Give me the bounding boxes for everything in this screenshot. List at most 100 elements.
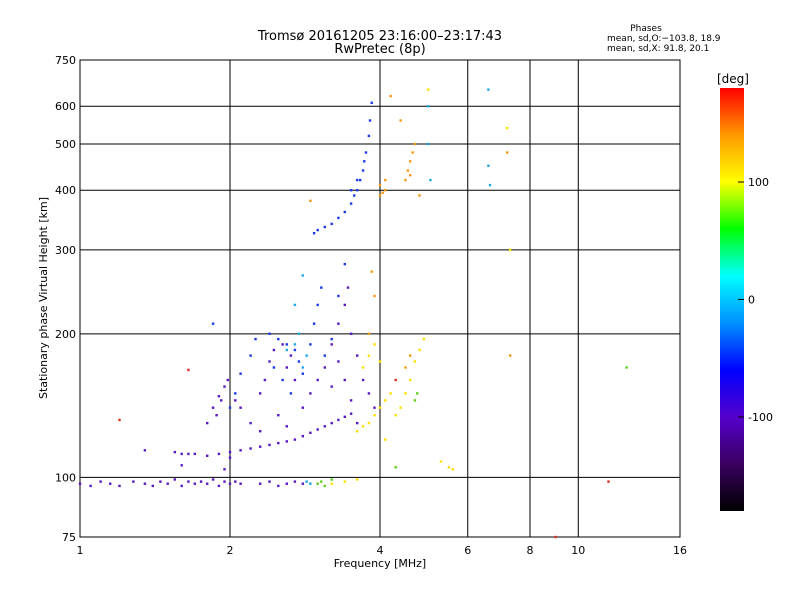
data-point bbox=[356, 354, 359, 357]
data-point bbox=[293, 438, 297, 441]
data-point bbox=[285, 425, 288, 428]
data-point bbox=[404, 366, 407, 369]
data-point bbox=[427, 105, 430, 108]
data-point bbox=[378, 183, 382, 187]
data-point bbox=[416, 392, 419, 395]
data-point bbox=[409, 354, 412, 357]
data-point bbox=[394, 378, 397, 382]
data-point bbox=[356, 421, 359, 425]
data-point bbox=[330, 343, 333, 346]
data-point bbox=[259, 482, 262, 485]
data-point bbox=[263, 378, 267, 382]
data-point bbox=[226, 378, 229, 382]
data-point bbox=[488, 183, 492, 187]
data-point bbox=[409, 378, 412, 382]
data-point bbox=[239, 372, 242, 375]
data-point bbox=[378, 194, 382, 197]
data-point bbox=[199, 480, 203, 483]
data-point bbox=[330, 222, 333, 226]
y-tick-label: 400 bbox=[55, 184, 76, 197]
data-point bbox=[447, 466, 451, 469]
data-point bbox=[316, 428, 319, 431]
data-point bbox=[323, 425, 326, 428]
phases-title: Phases bbox=[630, 24, 662, 34]
data-point bbox=[451, 468, 454, 471]
data-point bbox=[384, 189, 387, 192]
data-point bbox=[509, 354, 512, 357]
data-point bbox=[316, 482, 319, 485]
data-point bbox=[312, 232, 316, 235]
data-point bbox=[316, 228, 319, 232]
y-tick-label: 750 bbox=[55, 54, 76, 67]
data-point bbox=[343, 303, 346, 307]
data-point bbox=[159, 480, 162, 483]
data-point bbox=[277, 441, 280, 445]
data-point bbox=[143, 449, 147, 452]
data-point bbox=[301, 274, 304, 277]
data-point bbox=[228, 450, 232, 454]
data-point bbox=[289, 392, 293, 395]
data-point bbox=[373, 406, 376, 409]
data-point bbox=[554, 535, 557, 539]
data-point bbox=[249, 421, 252, 425]
data-point bbox=[272, 366, 276, 369]
data-point bbox=[78, 482, 82, 485]
data-point bbox=[316, 378, 319, 382]
data-point bbox=[211, 322, 215, 325]
data-point bbox=[343, 415, 346, 418]
data-point bbox=[384, 178, 387, 182]
data-point bbox=[217, 452, 221, 456]
data-point bbox=[285, 366, 288, 369]
data-point bbox=[381, 191, 384, 194]
data-point bbox=[378, 406, 382, 409]
data-point bbox=[384, 438, 387, 441]
data-point bbox=[301, 372, 304, 375]
data-point bbox=[254, 337, 257, 341]
data-point bbox=[363, 160, 366, 163]
data-point bbox=[239, 406, 242, 409]
data-point bbox=[323, 484, 326, 488]
data-point bbox=[223, 385, 226, 388]
y-tick-label: 500 bbox=[55, 138, 76, 151]
data-point bbox=[234, 392, 237, 395]
y-tick-label: 75 bbox=[62, 531, 76, 544]
data-point bbox=[193, 452, 196, 456]
data-point bbox=[367, 332, 371, 335]
y-tick-labels: 75 100 200 300 400 500 600 750 bbox=[55, 54, 76, 544]
chart-subtitle: RwPretec (8p) bbox=[334, 42, 425, 57]
data-point bbox=[373, 343, 376, 346]
data-point bbox=[312, 322, 316, 325]
data-point bbox=[373, 414, 376, 417]
x-tick-label: 1 bbox=[77, 544, 84, 557]
data-point bbox=[413, 360, 417, 363]
data-point bbox=[293, 348, 297, 352]
data-point bbox=[268, 480, 271, 483]
data-point bbox=[361, 378, 365, 382]
data-point bbox=[281, 378, 284, 382]
data-point bbox=[234, 480, 237, 483]
data-point bbox=[234, 399, 237, 402]
data-point bbox=[285, 348, 288, 352]
data-point bbox=[361, 366, 365, 369]
colorbar-ticks: 100 0 -100 bbox=[738, 176, 773, 424]
data-point bbox=[404, 178, 407, 182]
data-point bbox=[297, 332, 301, 335]
x-tick-labels: 1 2 4 6 8 10 16 bbox=[77, 544, 688, 557]
data-point bbox=[625, 366, 628, 369]
phases-o-line: mean, sd,O:−103.8, 18.9 bbox=[607, 34, 721, 44]
data-point bbox=[422, 337, 426, 341]
data-point bbox=[217, 395, 221, 398]
data-point bbox=[389, 94, 392, 98]
x-tick-label: 16 bbox=[673, 544, 687, 557]
data-point bbox=[187, 452, 190, 456]
data-point bbox=[206, 454, 209, 457]
data-point bbox=[187, 480, 190, 483]
x-tick-label: 2 bbox=[227, 544, 234, 557]
data-point bbox=[337, 360, 340, 363]
data-point bbox=[349, 189, 353, 192]
data-point bbox=[305, 480, 308, 483]
data-point bbox=[367, 354, 371, 357]
data-point bbox=[285, 440, 288, 443]
data-point bbox=[323, 225, 326, 229]
